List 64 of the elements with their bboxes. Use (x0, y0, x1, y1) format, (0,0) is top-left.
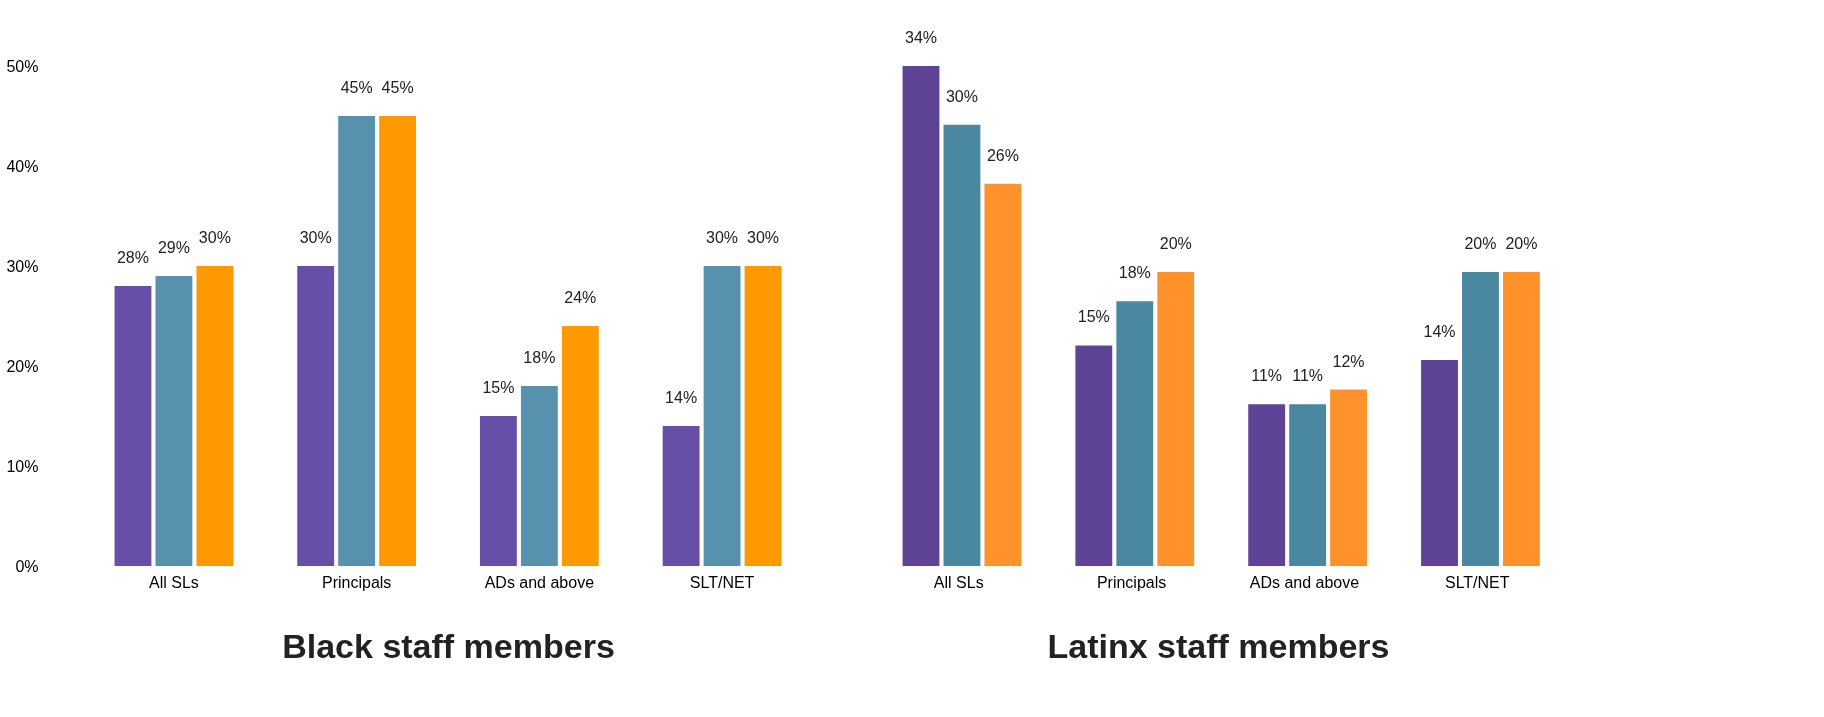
bar (1116, 301, 1154, 566)
data-label: 30% (706, 229, 739, 246)
y-tick-label: 20% (6, 357, 39, 375)
bar (1289, 404, 1327, 566)
data-label: 29% (157, 239, 190, 256)
data-label: 18% (1118, 264, 1151, 282)
bar (196, 266, 234, 566)
bar (902, 66, 940, 566)
data-label: 14% (665, 389, 698, 406)
y-tick-label: 50% (6, 57, 39, 75)
x-axis-title: Black staff members (282, 626, 615, 665)
x-tick-label: Principals (1096, 573, 1167, 591)
data-label: 26% (986, 146, 1019, 164)
x-tick-label: SLT/NET (689, 573, 755, 591)
x-tick-label: Principals (321, 573, 392, 591)
bar (379, 116, 417, 566)
bar (297, 266, 335, 566)
y-tick-label: 0% (15, 557, 39, 575)
bar (943, 124, 981, 566)
data-label: 30% (198, 229, 231, 246)
bar (744, 266, 782, 566)
bar (1502, 271, 1540, 566)
bar (703, 266, 741, 566)
data-label: 11% (1251, 367, 1283, 385)
data-label: 30% (945, 87, 978, 105)
bar (1462, 271, 1499, 566)
data-label: 24% (564, 289, 597, 306)
bar (1421, 360, 1458, 566)
data-label: 15% (1077, 308, 1110, 326)
x-tick-label: ADs and above (484, 573, 595, 591)
data-label: 20% (1505, 234, 1538, 252)
x-tick-label: SLT/NET (1444, 573, 1510, 591)
data-label: 15% (482, 379, 515, 396)
data-label: 45% (381, 79, 414, 96)
y-tick-label: 30% (6, 257, 39, 275)
x-tick-label: All SLs (933, 573, 984, 591)
x-tick-label: All SLs (149, 573, 199, 591)
data-label: 14% (1423, 323, 1456, 341)
bar (1248, 404, 1286, 566)
data-label: 28% (116, 249, 149, 266)
x-axis-title: Latinx staff members (1047, 626, 1390, 665)
data-label: 34% (904, 29, 938, 46)
bar (1330, 389, 1368, 566)
bar (155, 276, 193, 566)
bar (520, 386, 558, 566)
bar (1075, 345, 1113, 566)
bar (561, 326, 599, 566)
data-label: 30% (747, 229, 780, 246)
data-label: 30% (299, 229, 332, 246)
y-tick-label: 10% (6, 457, 39, 475)
data-label: 20% (1464, 234, 1497, 252)
bar (662, 426, 700, 566)
bar (114, 286, 152, 566)
data-label: 12% (1332, 352, 1365, 370)
data-label: 18% (523, 349, 556, 366)
data-label: 45% (340, 79, 373, 96)
data-label: 20% (1159, 234, 1192, 252)
data-label: 11% (1292, 367, 1324, 385)
y-tick-label: 40% (6, 157, 39, 175)
bar (984, 183, 1022, 566)
bar (479, 416, 517, 566)
bar (338, 116, 376, 566)
bar (1157, 271, 1195, 566)
x-tick-label: ADs and above (1249, 573, 1360, 591)
